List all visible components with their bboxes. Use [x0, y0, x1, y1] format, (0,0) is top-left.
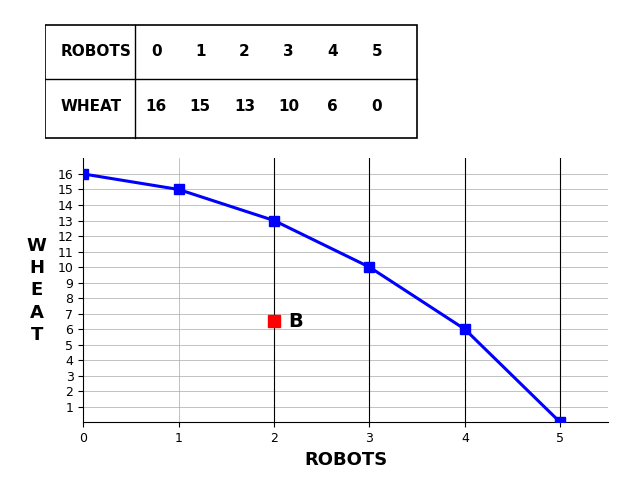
Y-axis label: W
H
E
A
T: W H E A T	[27, 237, 47, 344]
Text: 13: 13	[234, 99, 255, 114]
Text: 16: 16	[145, 99, 167, 114]
Text: 1: 1	[195, 44, 205, 59]
Text: B: B	[289, 312, 303, 331]
Text: ROBOTS: ROBOTS	[60, 44, 131, 59]
Text: 4: 4	[328, 44, 338, 59]
Text: 3: 3	[284, 44, 294, 59]
Text: 5: 5	[372, 44, 382, 59]
Text: 15: 15	[189, 99, 211, 114]
X-axis label: ROBOTS: ROBOTS	[304, 451, 387, 468]
Text: 0: 0	[151, 44, 161, 59]
Text: 0: 0	[372, 99, 382, 114]
Text: WHEAT: WHEAT	[60, 99, 122, 114]
Text: 10: 10	[278, 99, 300, 114]
Text: 6: 6	[328, 99, 338, 114]
Text: 2: 2	[239, 44, 250, 59]
